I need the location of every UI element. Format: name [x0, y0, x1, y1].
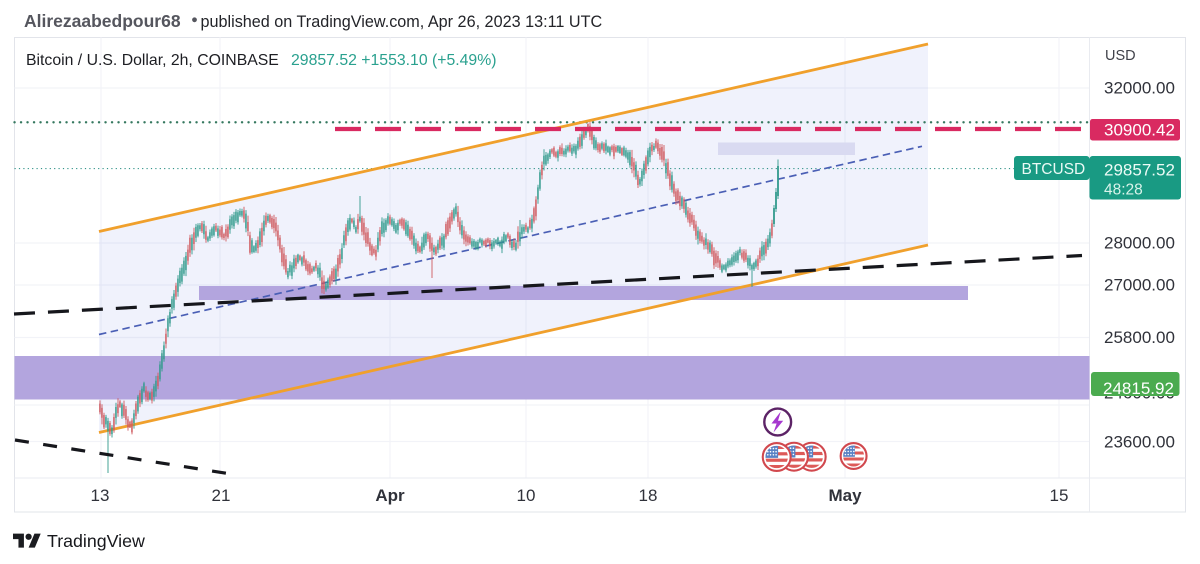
svg-text:TradingView: TradingView [47, 531, 145, 551]
svg-text:29857.52 +1553.10 (+5.49%): 29857.52 +1553.10 (+5.49%) [291, 52, 497, 69]
svg-text:USD: USD [1105, 48, 1136, 64]
svg-text:27000.00: 27000.00 [1104, 276, 1175, 295]
svg-text:Bitcoin / U.S. Dollar, 2h, COI: Bitcoin / U.S. Dollar, 2h, COINBASE [26, 52, 279, 69]
svg-text:24815.92: 24815.92 [1103, 379, 1174, 398]
svg-text:30900.42: 30900.42 [1104, 121, 1175, 140]
svg-text:29857.52: 29857.52 [1104, 161, 1175, 180]
svg-text:13: 13 [91, 486, 110, 505]
svg-text:23600.00: 23600.00 [1104, 433, 1175, 452]
svg-text:Apr: Apr [375, 486, 405, 505]
svg-text:15: 15 [1050, 486, 1069, 505]
svg-text:Alirezaabedpour68: Alirezaabedpour68 [24, 11, 181, 31]
svg-text:May: May [828, 486, 862, 505]
svg-text:32000.00: 32000.00 [1104, 79, 1175, 98]
svg-text:25800.00: 25800.00 [1104, 328, 1175, 347]
svg-text:10: 10 [517, 486, 536, 505]
svg-text:published on TradingView.com,: published on TradingView.com, Apr 26, 20… [201, 13, 603, 31]
svg-text:28000.00: 28000.00 [1104, 234, 1175, 253]
svg-text:18: 18 [639, 486, 658, 505]
svg-text:BTCUSD: BTCUSD [1022, 161, 1086, 178]
svg-text:21: 21 [212, 486, 231, 505]
svg-text:48:28: 48:28 [1104, 182, 1143, 199]
